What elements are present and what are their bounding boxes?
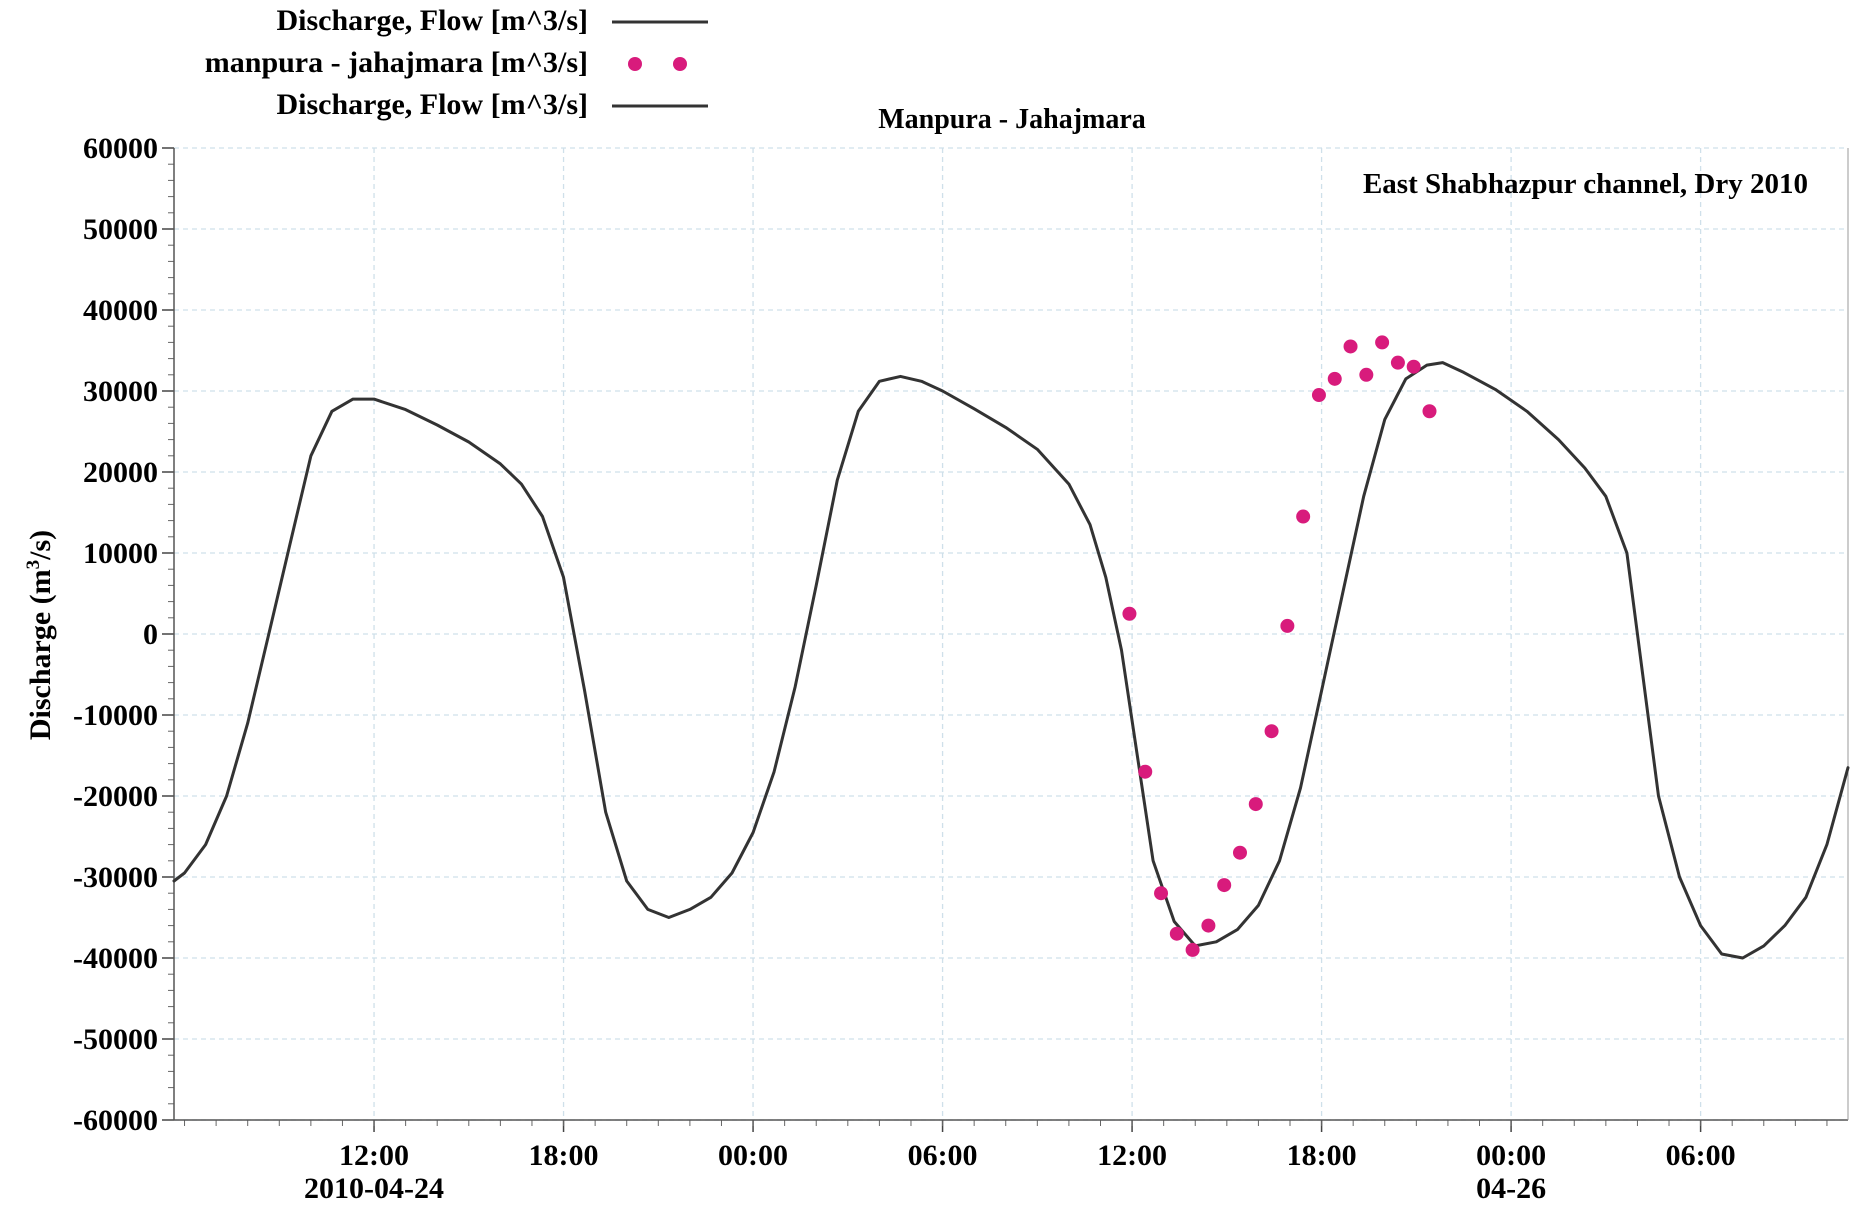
x-tick-date-label: 2010-04-24 — [304, 1172, 444, 1205]
chart-title: Manpura - Jahajmara — [878, 104, 1146, 135]
observed-point — [1296, 509, 1311, 524]
x-tick-date-label: 04-26 — [1476, 1172, 1546, 1205]
x-tick-label: 18:00 — [529, 1139, 599, 1172]
x-tick-label: 00:00 — [1476, 1139, 1546, 1172]
y-tick-label: 50000 — [83, 213, 158, 246]
legend-label: manpura - jahajmara [m^3/s] — [205, 46, 588, 79]
y-tick-label: 20000 — [83, 456, 158, 489]
discharge-flow-line — [172, 361, 1850, 960]
y-axis-label: Discharge (m3/s) — [23, 530, 57, 740]
x-tick-label: 06:00 — [1666, 1139, 1736, 1172]
observed-point — [1248, 797, 1263, 812]
x-tick-label: 00:00 — [718, 1139, 788, 1172]
legend-label: Discharge, Flow [m^3/s] — [276, 4, 588, 37]
observed-point — [1375, 335, 1390, 350]
observed-point — [1169, 926, 1184, 941]
y-tick-label: -50000 — [73, 1023, 158, 1056]
observed-point — [1327, 371, 1342, 386]
observed-point — [1154, 886, 1169, 901]
observed-point — [1185, 942, 1200, 957]
observed-point — [1201, 918, 1216, 933]
observed-point — [1406, 359, 1421, 374]
y-tick-label: -10000 — [73, 699, 158, 732]
axes: 60000 50000 40000 30000 20000 10000 0 -10000 -20… — [73, 132, 1849, 1205]
observed-point — [1264, 724, 1279, 739]
observed-point — [1122, 606, 1137, 621]
y-axis-label-superscript: 3 — [23, 560, 44, 570]
y-tick-label: 60000 — [83, 132, 158, 165]
y-tick-label: 10000 — [83, 537, 158, 570]
y-tick-label: 30000 — [83, 375, 158, 408]
observed-point — [1217, 878, 1232, 893]
observed-point — [1390, 355, 1405, 370]
y-tick-label: -40000 — [73, 942, 158, 975]
observed-point — [1343, 339, 1358, 354]
observed-point — [1232, 845, 1247, 860]
legend: Discharge, Flow [m^3/s] manpura - jahajma… — [205, 4, 708, 121]
observed-point — [1311, 388, 1326, 403]
x-tick-label: 12:00 — [1097, 1139, 1167, 1172]
y-tick-label: -20000 — [73, 780, 158, 813]
legend-label: Discharge, Flow [m^3/s] — [276, 88, 588, 121]
y-tick-label: -60000 — [73, 1104, 158, 1137]
y-axis-label-prefix: Discharge (m — [24, 569, 57, 740]
observed-point — [1422, 404, 1437, 419]
x-tick-label: 18:00 — [1287, 1139, 1357, 1172]
y-tick-label: 40000 — [83, 294, 158, 327]
observed-point — [1280, 618, 1295, 633]
legend-dot-swatch — [628, 57, 642, 71]
chart-annotation: East Shabhazpur channel, Dry 2010 — [1363, 168, 1808, 200]
x-tick-label: 06:00 — [908, 1139, 978, 1172]
series-layer — [172, 335, 1850, 960]
x-tick-label: 12:00 — [339, 1139, 409, 1172]
y-axis-label-suffix: /s) — [24, 530, 57, 561]
observed-point — [1359, 367, 1374, 382]
y-tick-label: -30000 — [73, 861, 158, 894]
observed-point — [1138, 764, 1153, 779]
y-tick-label: 0 — [143, 618, 158, 651]
grid — [174, 147, 1848, 1121]
legend-dot-swatch — [673, 57, 687, 71]
